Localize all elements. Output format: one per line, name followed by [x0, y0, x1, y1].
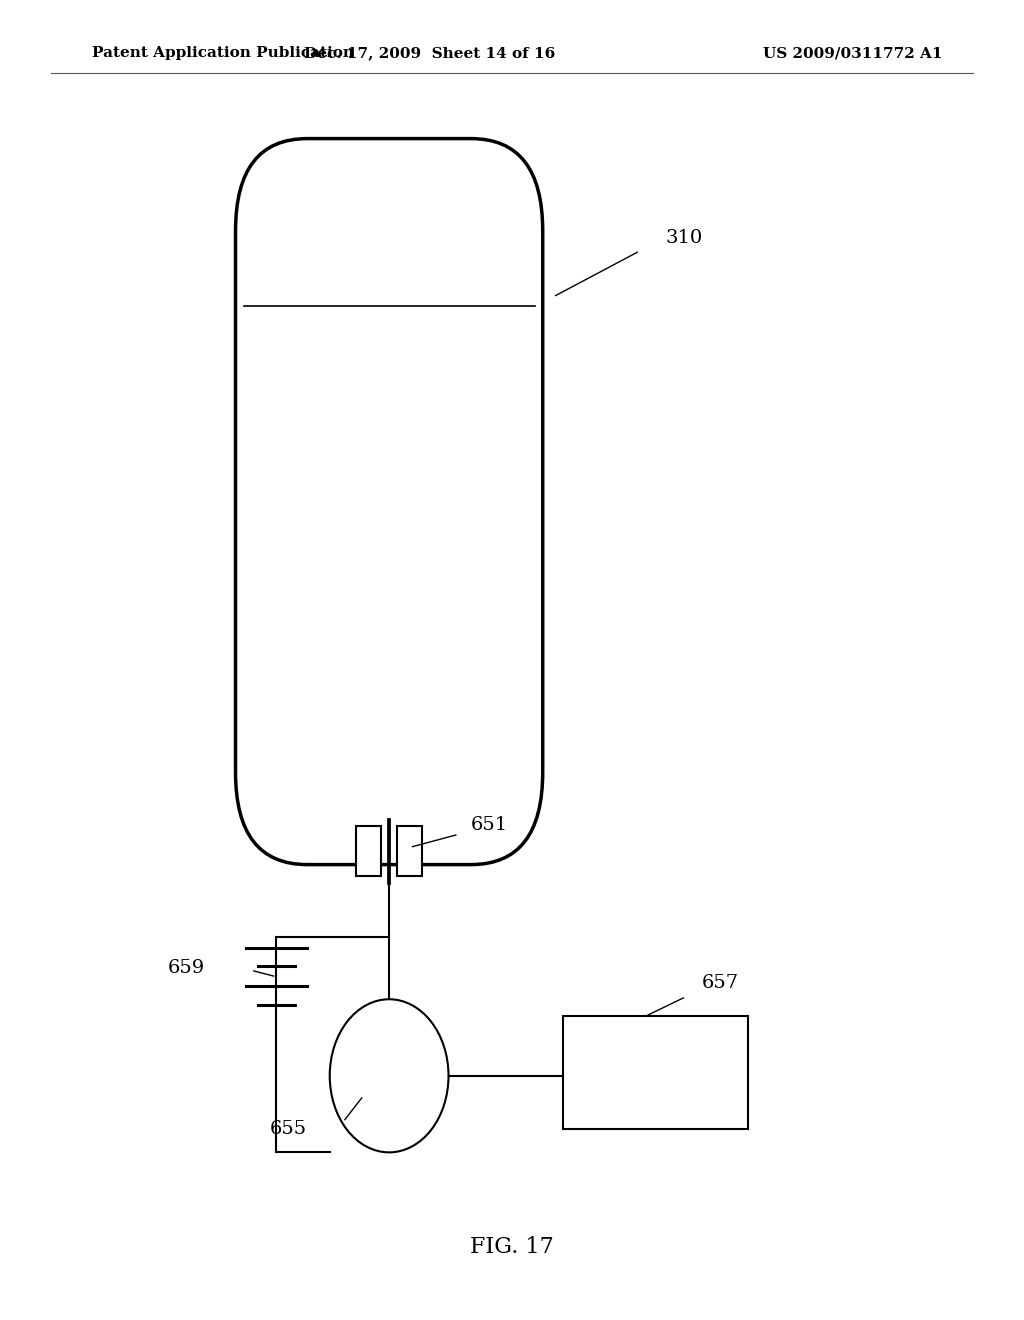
Text: 651: 651 [471, 816, 508, 834]
Bar [563, 1016, 748, 1129]
Text: 310: 310 [666, 228, 702, 247]
Text: 657: 657 [701, 974, 738, 993]
Text: FIG. 17: FIG. 17 [470, 1237, 554, 1258]
Text: US 2009/0311772 A1: US 2009/0311772 A1 [763, 46, 942, 61]
Text: 655: 655 [270, 1119, 307, 1138]
Bar [356, 826, 381, 876]
Bar [397, 826, 423, 876]
Text: Patent Application Publication: Patent Application Publication [92, 46, 354, 61]
Text: Dec. 17, 2009  Sheet 14 of 16: Dec. 17, 2009 Sheet 14 of 16 [304, 46, 556, 61]
Text: 659: 659 [168, 958, 205, 977]
